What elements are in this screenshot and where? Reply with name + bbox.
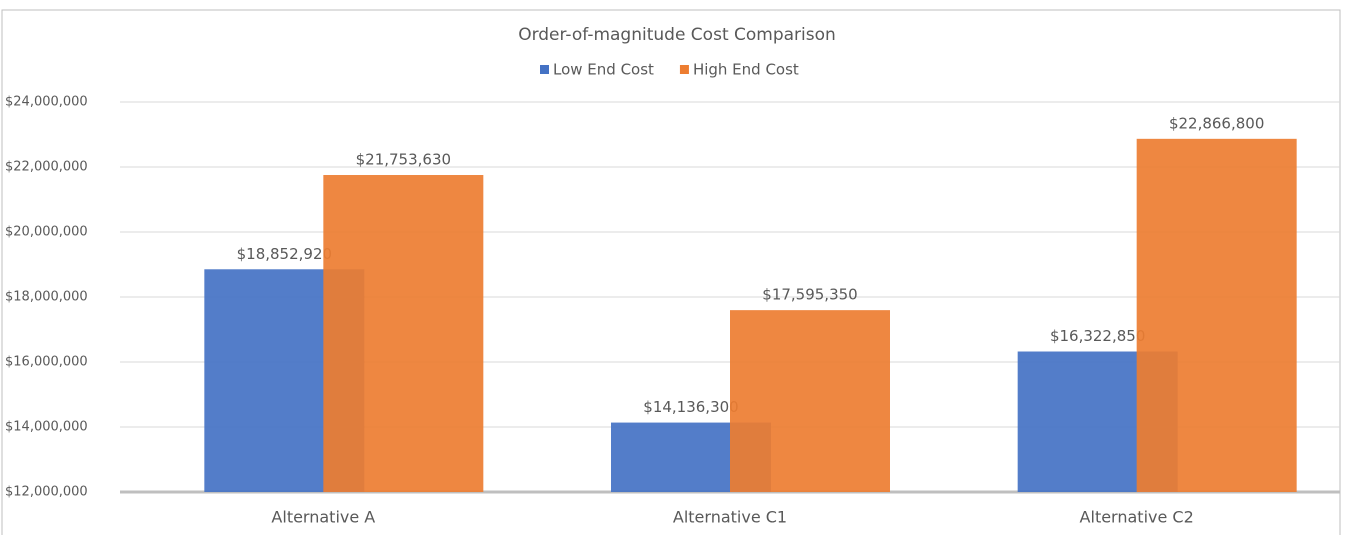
chart-title: Order-of-magnitude Cost Comparison <box>518 25 836 45</box>
data-label: $17,595,350 <box>762 286 857 304</box>
data-label: $21,753,630 <box>356 151 451 169</box>
x-tick-label: Alternative A <box>271 508 375 527</box>
data-label: $22,866,800 <box>1169 114 1264 132</box>
data-label: $16,322,850 <box>1050 327 1145 345</box>
legend-label: High End Cost <box>693 61 799 79</box>
bar <box>730 310 890 492</box>
data-label: $18,852,920 <box>237 245 332 263</box>
y-tick-label: $16,000,000 <box>5 355 88 370</box>
y-tick-label: $18,000,000 <box>5 290 88 305</box>
data-label: $14,136,300 <box>643 398 738 416</box>
legend-swatch <box>679 65 689 74</box>
bar <box>1136 138 1297 493</box>
legend-label: Low End Cost <box>553 61 654 79</box>
y-tick-label: $24,000,000 <box>5 95 88 110</box>
y-tick-label: $14,000,000 <box>5 420 88 435</box>
y-tick-label: $20,000,000 <box>5 225 88 240</box>
x-tick-label: Alternative C2 <box>1080 508 1194 527</box>
chart-frame <box>1 9 1341 535</box>
bar <box>323 175 484 492</box>
legend-swatch <box>540 65 549 74</box>
x-tick-label: Alternative C1 <box>673 508 787 527</box>
y-tick-label: $12,000,000 <box>5 485 88 500</box>
y-tick-label: $22,000,000 <box>5 160 88 175</box>
